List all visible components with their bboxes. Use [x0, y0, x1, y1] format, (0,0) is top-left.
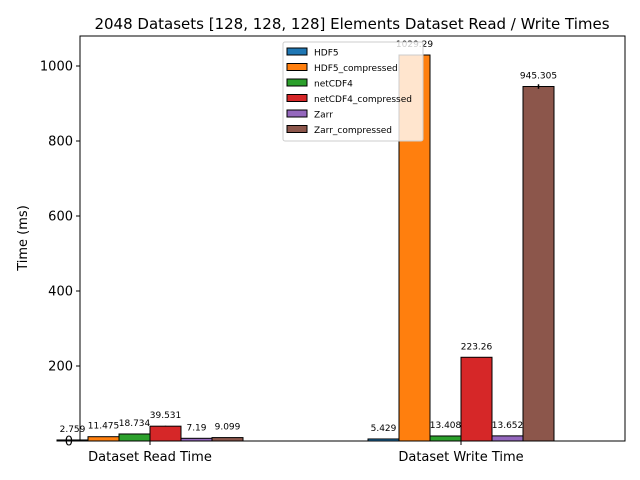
bar-netcdf4-compressed-read [149, 425, 182, 442]
bar-zarr-write [491, 435, 524, 442]
plot-frame [79, 35, 626, 442]
data-label: 11.475 [88, 422, 120, 432]
bar-netcdf4-compressed-write [460, 356, 493, 442]
data-label: 9.099 [215, 423, 241, 433]
legend-entry-label: netCDF4_compressed [314, 95, 412, 105]
legend-swatch [286, 47, 308, 56]
data-label: 39.531 [150, 411, 182, 421]
y-tick-label: 600 [48, 210, 73, 225]
y-tick-label: 1000 [40, 60, 73, 75]
legend-entry-label: HDF5 [314, 49, 339, 59]
bar-zarr-compressed-write [522, 86, 555, 442]
data-label: 2.759 [60, 425, 86, 435]
data-label: 223.26 [461, 342, 493, 352]
legend-frame [282, 41, 424, 142]
y-tick-label: 0 [65, 435, 73, 450]
x-axis-ticks: Dataset Read Time Dataset Write Time [88, 441, 524, 465]
legend-entry-label: Zarr [314, 111, 333, 121]
data-label: 18.734 [119, 419, 151, 429]
y-tick-label: 200 [48, 360, 73, 375]
data-label: 5.429 [371, 424, 397, 434]
bar-hdf5-compressed-read [87, 436, 120, 442]
bar-zarr-compressed-read [211, 437, 244, 442]
data-label: 13.652 [492, 421, 524, 431]
axes-layer [79, 35, 626, 442]
chart-title: 2048 Datasets [128, 128, 128] Elements D… [94, 15, 609, 33]
data-label: 7.19 [186, 423, 206, 433]
legend-swatch [286, 94, 308, 102]
x-tick-label: Dataset Write Time [398, 450, 523, 465]
y-tick-label: 800 [48, 135, 73, 150]
legend-swatch [286, 63, 308, 71]
x-tick-label: Dataset Read Time [88, 450, 212, 465]
legend-entry-label: netCDF4 [314, 80, 353, 90]
bar-netcdf4-read [118, 433, 151, 442]
legend-swatch [286, 125, 308, 133]
legend-swatch [286, 78, 308, 87]
legend-swatch [286, 109, 308, 118]
legend: HDF5 HDF5_compressed netCDF4 netCDF4_compre… [282, 41, 424, 142]
legend-entry-label: Zarr_compressed [314, 126, 392, 136]
legend-entry-label: HDF5_compressed [314, 64, 398, 74]
y-axis-ticks: 0 200 400 600 800 1000 [40, 60, 80, 450]
data-label: 13.408 [430, 421, 462, 431]
y-tick-label: 400 [48, 285, 73, 300]
y-axis-label: Time (ms) [16, 205, 31, 272]
bar-netcdf4-write [429, 435, 462, 442]
data-label: 945.305 [520, 72, 557, 82]
